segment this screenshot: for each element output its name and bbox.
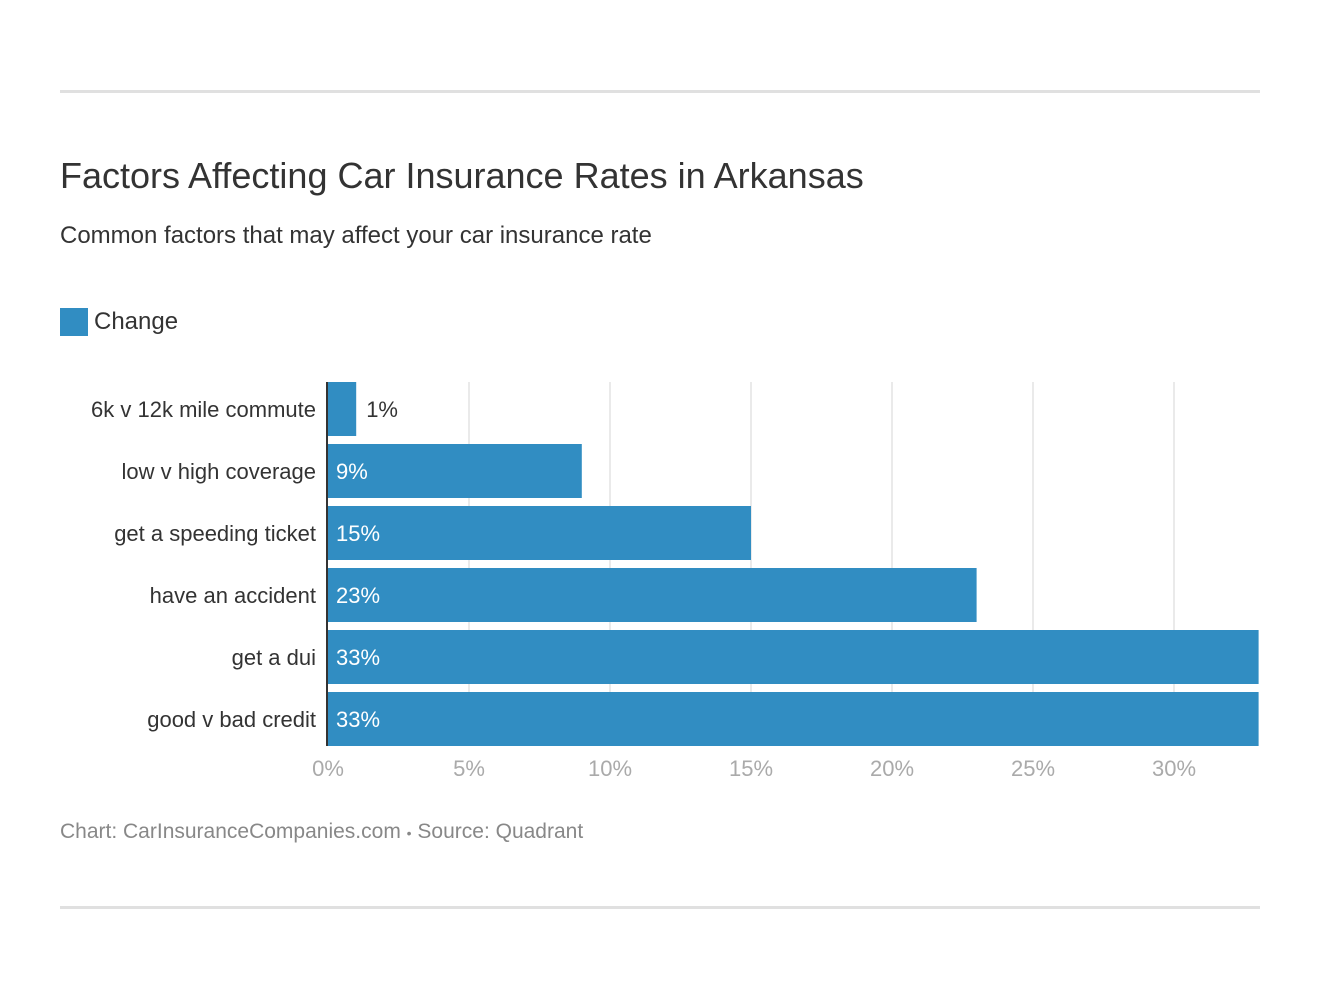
chart-footer: Chart: CarInsuranceCompanies.com • Sourc… (60, 820, 583, 844)
x-tick-label: 20% (870, 756, 914, 781)
data-label: 9% (336, 459, 368, 484)
x-tick-label: 5% (453, 756, 485, 781)
bottom-rule (60, 906, 1260, 909)
x-tick-label: 15% (729, 756, 773, 781)
data-label: 15% (336, 521, 380, 546)
chart-subtitle: Common factors that may affect your car … (60, 222, 652, 249)
x-tick-label: 30% (1152, 756, 1196, 781)
chart-credit: Chart: CarInsuranceCompanies.com (60, 820, 401, 843)
category-label: low v high coverage (122, 459, 316, 484)
bar (328, 382, 357, 436)
chart-title: Factors Affecting Car Insurance Rates in… (60, 155, 864, 196)
bar (328, 506, 751, 560)
legend-swatch (60, 308, 88, 336)
legend: Change (60, 308, 178, 336)
x-tick-label: 0% (312, 756, 344, 781)
top-rule (60, 90, 1260, 93)
category-label: get a dui (232, 645, 316, 670)
bar (328, 692, 1259, 746)
x-tick-label: 10% (588, 756, 632, 781)
data-label: 33% (336, 707, 380, 732)
footer-separator: • (406, 825, 412, 841)
bar (328, 630, 1259, 684)
category-label: get a speeding ticket (114, 521, 316, 546)
x-tick-label: 25% (1011, 756, 1055, 781)
data-label: 1% (366, 397, 398, 422)
bar (328, 444, 582, 498)
data-label: 33% (336, 645, 380, 670)
category-label: good v bad credit (147, 707, 316, 732)
category-label: have an accident (150, 583, 316, 608)
data-label: 23% (336, 583, 380, 608)
category-label: 6k v 12k mile commute (91, 397, 316, 422)
legend-label: Change (94, 308, 179, 335)
source-link[interactable]: Source: Quadrant (417, 820, 584, 843)
bar (328, 568, 977, 622)
